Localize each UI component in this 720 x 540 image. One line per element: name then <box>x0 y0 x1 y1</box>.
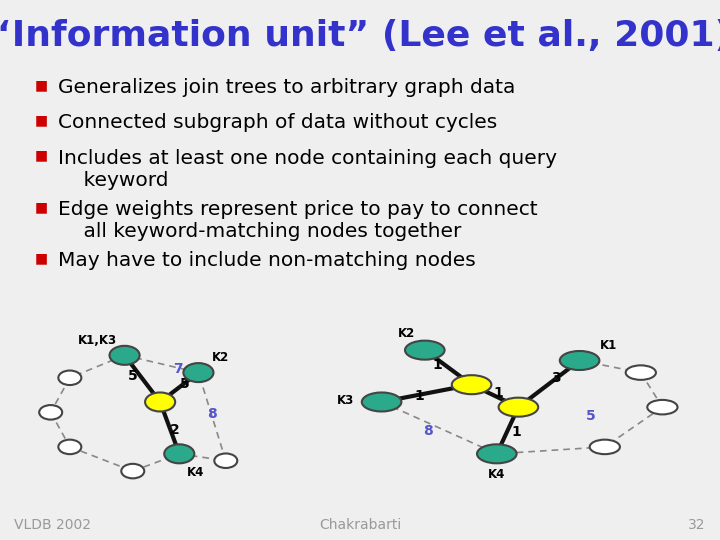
Text: 1: 1 <box>433 358 442 372</box>
Text: 8: 8 <box>423 424 433 438</box>
Text: 1: 1 <box>415 389 424 403</box>
Text: 7: 7 <box>173 362 183 376</box>
Text: ■: ■ <box>35 200 48 214</box>
Circle shape <box>452 375 492 394</box>
Circle shape <box>215 454 238 468</box>
Text: ■: ■ <box>35 148 48 163</box>
Circle shape <box>184 363 214 382</box>
Circle shape <box>647 400 678 414</box>
Text: K4: K4 <box>488 468 505 481</box>
Circle shape <box>405 341 444 360</box>
Text: ■: ■ <box>35 251 48 265</box>
Text: 5: 5 <box>585 409 595 423</box>
Text: 32: 32 <box>688 518 706 532</box>
Text: K2: K2 <box>212 351 229 364</box>
Text: Connected subgraph of data without cycles: Connected subgraph of data without cycle… <box>58 113 497 132</box>
Text: 8: 8 <box>207 407 217 421</box>
Text: Includes at least one node containing each query
    keyword: Includes at least one node containing ea… <box>58 148 557 190</box>
Text: 3: 3 <box>552 371 561 385</box>
Text: 1: 1 <box>494 386 503 400</box>
Text: Generalizes join trees to arbitrary graph data: Generalizes join trees to arbitrary grap… <box>58 78 515 97</box>
Circle shape <box>39 405 62 420</box>
Circle shape <box>477 444 517 463</box>
Circle shape <box>626 366 656 380</box>
Text: ■: ■ <box>35 113 48 127</box>
Circle shape <box>145 393 175 411</box>
Text: “Information unit” (Lee et al., 2001): “Information unit” (Lee et al., 2001) <box>0 19 720 53</box>
Circle shape <box>164 444 194 463</box>
Text: 5: 5 <box>180 377 189 391</box>
Text: K1,K3: K1,K3 <box>78 334 117 347</box>
Text: Edge weights represent price to pay to connect
    all keyword-matching nodes to: Edge weights represent price to pay to c… <box>58 200 537 241</box>
Text: ■: ■ <box>35 78 48 92</box>
Circle shape <box>58 370 81 385</box>
Text: K1: K1 <box>600 339 617 352</box>
Circle shape <box>58 440 81 454</box>
Text: 1: 1 <box>512 425 521 439</box>
Text: 2: 2 <box>171 423 180 437</box>
Circle shape <box>361 393 402 411</box>
Circle shape <box>121 464 144 478</box>
Text: 5: 5 <box>128 369 138 383</box>
Circle shape <box>498 397 538 417</box>
Text: K4: K4 <box>187 466 204 479</box>
Circle shape <box>560 351 599 370</box>
Text: May have to include non-matching nodes: May have to include non-matching nodes <box>58 251 475 270</box>
Circle shape <box>109 346 140 365</box>
Text: VLDB 2002: VLDB 2002 <box>14 518 91 532</box>
Text: K2: K2 <box>398 327 415 340</box>
Text: Chakrabarti: Chakrabarti <box>319 518 401 532</box>
Circle shape <box>590 440 620 454</box>
Text: K3: K3 <box>337 394 354 407</box>
